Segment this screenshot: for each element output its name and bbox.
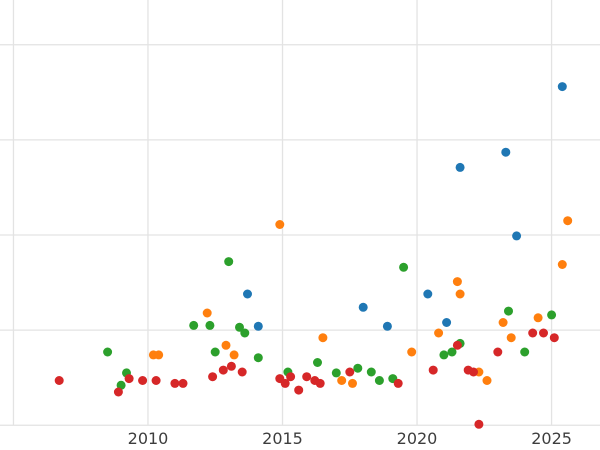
- data-point-orange: [506, 333, 516, 343]
- data-point-red: [124, 374, 134, 384]
- data-point-green: [399, 262, 409, 272]
- data-point-red: [208, 372, 218, 382]
- data-point-orange: [557, 260, 567, 269]
- data-point-blue: [358, 302, 368, 312]
- data-point-red: [226, 361, 236, 371]
- data-point-red: [345, 367, 355, 377]
- grid-lines: [0, 0, 600, 426]
- data-point-green: [235, 322, 244, 332]
- data-point-orange: [482, 376, 492, 385]
- data-point-red: [178, 378, 188, 388]
- data-point-red: [469, 367, 478, 377]
- data-point-blue: [243, 289, 252, 299]
- data-point-red: [493, 347, 503, 357]
- data-point-red: [138, 376, 148, 385]
- data-point-red: [302, 372, 312, 382]
- data-point-orange: [318, 333, 328, 343]
- data-point-blue: [253, 321, 263, 331]
- data-point-blue: [442, 318, 452, 327]
- data-point-orange: [275, 220, 285, 229]
- data-point-green: [353, 363, 363, 373]
- data-point-red: [393, 378, 403, 388]
- x-tick-label: 2015: [262, 429, 303, 448]
- data-point-green: [313, 358, 322, 367]
- data-point-green: [253, 353, 263, 363]
- data-point-blue: [557, 82, 567, 92]
- data-point-green: [520, 347, 530, 357]
- data-point-orange: [407, 347, 417, 357]
- data-point-red: [218, 365, 228, 375]
- data-point-orange: [434, 328, 444, 338]
- data-point-orange: [202, 308, 212, 318]
- data-point-red: [452, 340, 462, 350]
- data-point-red: [528, 328, 538, 338]
- data-point-green: [504, 306, 513, 316]
- data-point-orange: [337, 376, 347, 385]
- data-point-red: [539, 328, 548, 338]
- data-point-green: [331, 368, 341, 378]
- data-point-blue: [423, 289, 433, 299]
- data-point-red: [54, 376, 64, 385]
- data-point-red: [474, 419, 484, 429]
- data-point-green: [189, 320, 199, 330]
- data-point-red: [294, 385, 304, 395]
- data-point-blue: [382, 321, 392, 331]
- data-point-blue: [501, 147, 511, 157]
- data-point-blue: [455, 162, 465, 172]
- data-point-blue: [512, 231, 522, 241]
- data-point-orange: [452, 277, 462, 287]
- data-point-red: [151, 376, 161, 385]
- data-point-orange: [455, 289, 465, 299]
- scatter-points: [54, 82, 573, 429]
- data-point-green: [366, 367, 376, 377]
- data-point-orange: [533, 313, 543, 323]
- data-point-red: [286, 372, 296, 382]
- data-point-orange: [498, 318, 508, 327]
- x-tick-label: 2025: [531, 429, 572, 448]
- data-point-green: [205, 320, 215, 330]
- data-point-red: [237, 367, 247, 377]
- x-tick-label: 2010: [128, 429, 169, 448]
- data-point-green: [447, 347, 457, 357]
- data-point-orange: [563, 216, 573, 226]
- data-point-red: [428, 365, 438, 375]
- data-point-orange: [229, 350, 239, 360]
- data-point-red: [113, 387, 123, 397]
- data-point-orange: [221, 340, 231, 350]
- data-point-red: [315, 378, 325, 388]
- data-point-red: [549, 333, 559, 343]
- data-point-green: [374, 376, 384, 385]
- data-point-orange: [154, 350, 164, 360]
- x-axis-tick-labels: 2010 2015 2020 2025: [128, 429, 572, 448]
- data-point-green: [210, 347, 220, 357]
- data-point-green: [103, 347, 113, 357]
- data-point-green: [240, 328, 250, 338]
- data-point-orange: [348, 378, 357, 388]
- data-point-red: [280, 378, 290, 388]
- data-point-green: [439, 350, 449, 360]
- data-point-green: [547, 310, 557, 320]
- x-tick-label: 2020: [397, 429, 438, 448]
- data-point-red: [170, 378, 180, 388]
- data-point-green: [224, 257, 234, 267]
